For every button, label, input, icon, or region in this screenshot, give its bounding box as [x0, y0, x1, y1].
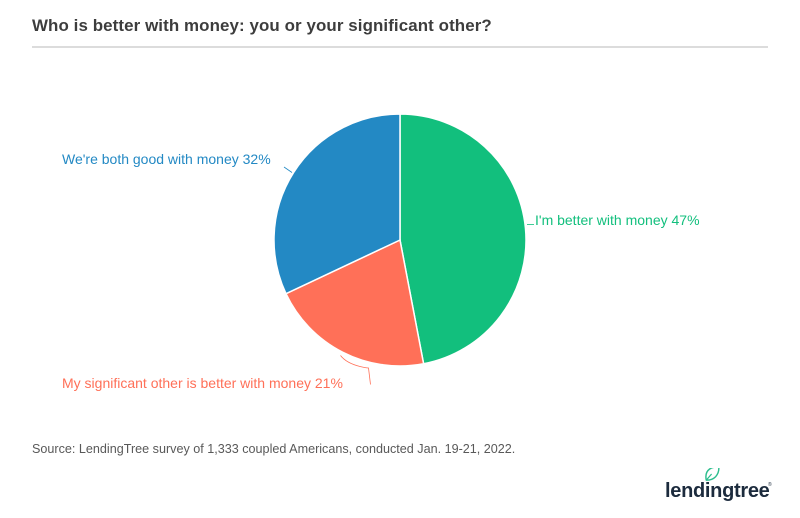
- svg-text:®: ®: [768, 481, 772, 488]
- svg-text:lendingtree: lendingtree: [665, 480, 770, 502]
